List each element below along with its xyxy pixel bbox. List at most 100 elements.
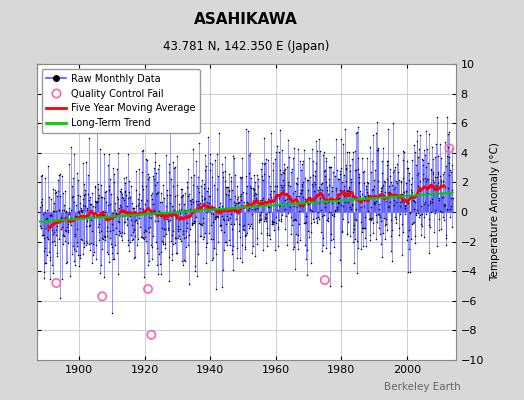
Point bbox=[412, 210, 420, 216]
Point bbox=[375, 206, 383, 212]
Point bbox=[132, 186, 140, 193]
Point bbox=[279, 186, 288, 193]
Point bbox=[404, 199, 412, 206]
Point bbox=[83, 207, 92, 213]
Point bbox=[136, 211, 145, 218]
Point bbox=[100, 274, 108, 280]
Point bbox=[133, 241, 141, 248]
Point bbox=[225, 237, 233, 244]
Point bbox=[358, 228, 366, 235]
Point bbox=[137, 196, 146, 203]
Point bbox=[170, 234, 179, 241]
Point bbox=[368, 220, 377, 226]
Point bbox=[91, 183, 100, 190]
Point bbox=[255, 217, 264, 223]
Point bbox=[365, 215, 374, 221]
Point bbox=[45, 194, 53, 200]
Point bbox=[292, 193, 300, 200]
Point bbox=[437, 155, 445, 161]
Point bbox=[318, 213, 326, 219]
Point bbox=[293, 203, 302, 210]
Point bbox=[188, 222, 196, 229]
Point bbox=[392, 220, 400, 226]
Point bbox=[267, 221, 276, 228]
Point bbox=[430, 229, 438, 236]
Point bbox=[389, 194, 397, 200]
Point bbox=[39, 275, 48, 281]
Point bbox=[329, 196, 337, 202]
Point bbox=[243, 198, 251, 205]
Point bbox=[305, 206, 314, 212]
Point bbox=[98, 235, 106, 242]
Point bbox=[190, 217, 198, 224]
Point bbox=[258, 247, 267, 253]
Point bbox=[48, 231, 57, 238]
Point bbox=[427, 208, 435, 215]
Point bbox=[179, 256, 188, 263]
Point bbox=[161, 152, 170, 158]
Point bbox=[252, 195, 260, 202]
Point bbox=[307, 207, 315, 213]
Point bbox=[199, 236, 207, 242]
Point bbox=[226, 178, 235, 184]
Point bbox=[120, 196, 128, 203]
Point bbox=[234, 194, 243, 201]
Point bbox=[143, 157, 151, 163]
Point bbox=[94, 195, 102, 202]
Point bbox=[406, 269, 414, 276]
Point bbox=[148, 173, 157, 179]
Point bbox=[385, 182, 393, 189]
Point bbox=[351, 236, 359, 242]
Point bbox=[313, 148, 321, 154]
Point bbox=[262, 211, 270, 217]
Point bbox=[428, 198, 436, 205]
Point bbox=[58, 223, 66, 230]
Point bbox=[285, 194, 293, 200]
Point bbox=[187, 200, 195, 207]
Point bbox=[401, 211, 409, 218]
Point bbox=[276, 202, 284, 208]
Point bbox=[229, 266, 237, 273]
Point bbox=[59, 241, 67, 247]
Point bbox=[79, 201, 87, 208]
Y-axis label: Temperature Anomaly (°C): Temperature Anomaly (°C) bbox=[489, 142, 500, 282]
Point bbox=[215, 206, 223, 212]
Point bbox=[314, 184, 323, 190]
Point bbox=[212, 208, 221, 214]
Point bbox=[68, 182, 77, 189]
Point bbox=[168, 203, 176, 210]
Point bbox=[154, 166, 162, 172]
Point bbox=[63, 229, 72, 235]
Point bbox=[364, 192, 372, 198]
Point bbox=[219, 169, 227, 175]
Point bbox=[387, 248, 395, 255]
Point bbox=[411, 198, 420, 205]
Point bbox=[377, 170, 386, 176]
Point bbox=[37, 225, 46, 232]
Point bbox=[113, 194, 121, 200]
Point bbox=[333, 200, 342, 206]
Point bbox=[176, 236, 184, 242]
Point bbox=[219, 173, 227, 180]
Point bbox=[254, 183, 262, 190]
Point bbox=[264, 196, 272, 202]
Point bbox=[446, 190, 455, 196]
Point bbox=[362, 186, 370, 192]
Point bbox=[195, 188, 203, 195]
Point bbox=[206, 167, 214, 173]
Point bbox=[392, 178, 400, 184]
Point bbox=[62, 216, 71, 223]
Point bbox=[105, 183, 113, 190]
Point bbox=[195, 202, 204, 208]
Point bbox=[333, 190, 341, 197]
Point bbox=[134, 196, 143, 202]
Point bbox=[184, 165, 192, 172]
Point bbox=[286, 195, 294, 202]
Point bbox=[209, 219, 217, 225]
Point bbox=[214, 239, 223, 245]
Point bbox=[330, 244, 338, 250]
Point bbox=[157, 190, 166, 196]
Point bbox=[167, 257, 176, 263]
Point bbox=[335, 200, 343, 206]
Point bbox=[435, 227, 443, 233]
